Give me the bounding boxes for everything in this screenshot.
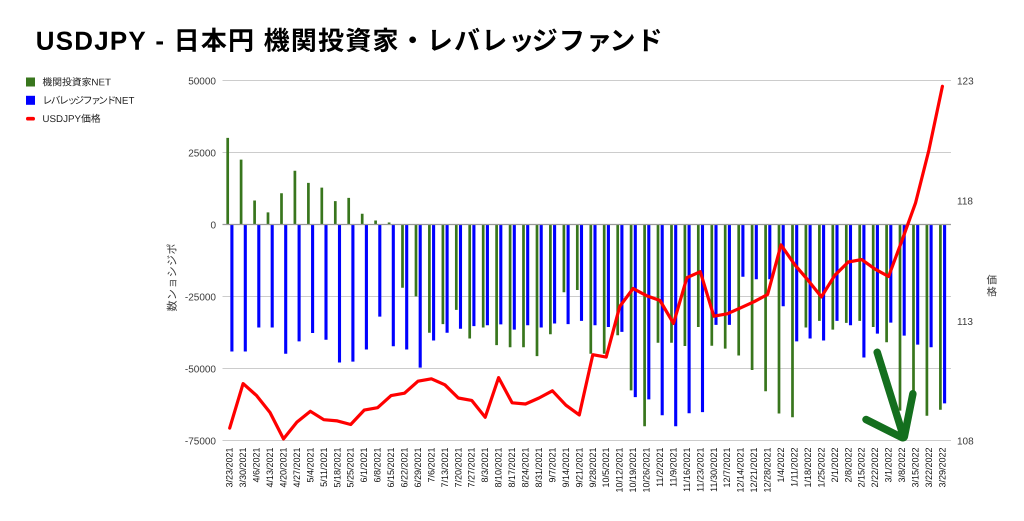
svg-text:10/12/2021: 10/12/2021 [615,448,625,493]
svg-text:50000: 50000 [188,77,216,88]
svg-text:10/26/2021: 10/26/2021 [642,448,652,493]
svg-text:3/15/2022: 3/15/2022 [911,448,921,488]
svg-text:1/18/2022: 1/18/2022 [803,448,813,488]
svg-text:12/21/2021: 12/21/2021 [749,448,759,493]
svg-text:1/4/2022: 1/4/2022 [776,448,786,483]
svg-text:12/7/2021: 12/7/2021 [722,448,732,488]
svg-text:1/25/2022: 1/25/2022 [816,448,826,488]
svg-text:11/30/2021: 11/30/2021 [709,448,719,492]
svg-text:2/1/2022: 2/1/2022 [830,448,840,483]
svg-text:6/22/2021: 6/22/2021 [400,448,410,488]
svg-text:4/20/2021: 4/20/2021 [279,448,289,488]
svg-text:6/29/2021: 6/29/2021 [413,448,423,488]
svg-text:-25000: -25000 [185,293,217,304]
svg-text:1/11/2022: 1/11/2022 [790,448,800,487]
svg-text:6/15/2021: 6/15/2021 [386,448,396,488]
svg-text:6/1/2021: 6/1/2021 [359,448,369,483]
svg-text:3/23/2021: 3/23/2021 [225,448,235,488]
svg-text:12/28/2021: 12/28/2021 [763,448,773,493]
svg-text:113: 113 [957,317,973,328]
svg-text:4/6/2021: 4/6/2021 [252,448,262,483]
svg-text:4/27/2021: 4/27/2021 [292,448,302,488]
svg-text:2/8/2022: 2/8/2022 [843,448,853,483]
svg-text:2/22/2022: 2/22/2022 [870,448,880,488]
svg-text:4/13/2021: 4/13/2021 [265,448,275,488]
svg-text:-50000: -50000 [185,365,217,376]
svg-text:2/15/2022: 2/15/2022 [857,448,867,488]
svg-text:3/1/2022: 3/1/2022 [884,448,894,483]
svg-text:7/13/2021: 7/13/2021 [440,448,450,488]
svg-text:25000: 25000 [188,149,216,160]
svg-text:9/28/2021: 9/28/2021 [588,448,598,488]
svg-text:8/24/2021: 8/24/2021 [521,448,531,488]
svg-text:11/2/2021: 11/2/2021 [655,448,665,487]
svg-text:5/11/2021: 5/11/2021 [319,448,329,487]
svg-text:9/21/2021: 9/21/2021 [574,448,584,488]
svg-text:11/9/2021: 11/9/2021 [669,448,679,487]
svg-text:0: 0 [210,221,216,232]
svg-text:108: 108 [957,437,974,448]
svg-text:7/27/2021: 7/27/2021 [467,448,477,488]
svg-text:10/19/2021: 10/19/2021 [628,448,638,493]
svg-text:8/17/2021: 8/17/2021 [507,448,517,488]
svg-text:5/18/2021: 5/18/2021 [332,448,342,488]
svg-text:3/29/2022: 3/29/2022 [937,448,947,488]
svg-text:5/4/2021: 5/4/2021 [305,448,315,483]
svg-text:9/14/2021: 9/14/2021 [561,448,571,488]
svg-text:9/7/2021: 9/7/2021 [547,448,557,483]
svg-text:7/6/2021: 7/6/2021 [426,448,436,483]
svg-text:123: 123 [957,77,974,88]
svg-text:-75000: -75000 [185,437,217,448]
svg-text:11/16/2021: 11/16/2021 [682,448,692,492]
svg-text:10/5/2021: 10/5/2021 [601,448,611,488]
svg-text:6/8/2021: 6/8/2021 [373,448,383,483]
svg-text:7/20/2021: 7/20/2021 [453,448,463,488]
svg-text:8/3/2021: 8/3/2021 [480,448,490,483]
svg-text:3/30/2021: 3/30/2021 [238,448,248,488]
svg-text:8/31/2021: 8/31/2021 [534,448,544,488]
svg-text:3/22/2022: 3/22/2022 [924,448,934,488]
svg-text:8/10/2021: 8/10/2021 [494,447,504,487]
svg-text:118: 118 [957,197,973,208]
svg-text:3/8/2022: 3/8/2022 [897,448,907,483]
svg-text:11/23/2021: 11/23/2021 [695,448,705,492]
svg-text:12/14/2021: 12/14/2021 [736,448,746,493]
svg-text:5/25/2021: 5/25/2021 [346,448,356,488]
